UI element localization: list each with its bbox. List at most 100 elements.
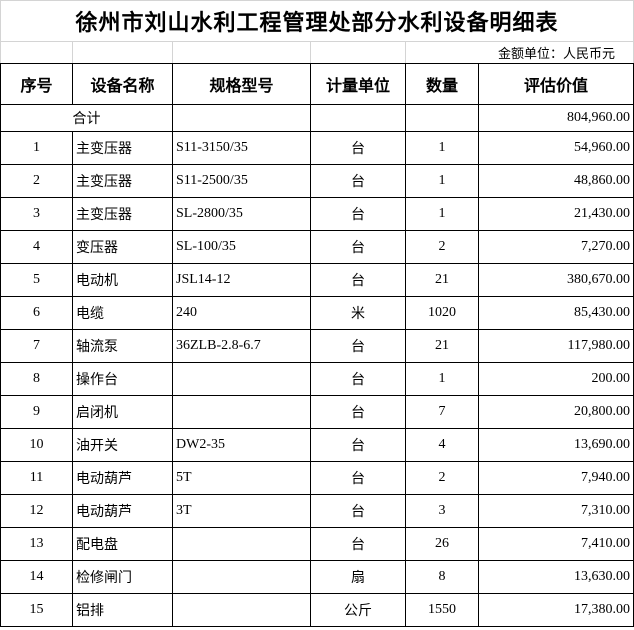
row-name[interactable]: 电动机	[72, 263, 173, 297]
header-unit[interactable]: 计量单位	[310, 63, 406, 105]
cell[interactable]	[405, 104, 479, 132]
row-spec[interactable]	[172, 560, 311, 594]
row-name[interactable]: 主变压器	[72, 197, 173, 231]
row-spec[interactable]: S11-3150/35	[172, 131, 311, 165]
row-unit[interactable]: 台	[310, 461, 406, 495]
row-spec[interactable]: DW2-35	[172, 428, 311, 462]
row-qty[interactable]: 7	[405, 395, 479, 429]
row-qty[interactable]: 1	[405, 164, 479, 198]
row-no[interactable]: 14	[0, 560, 73, 594]
row-qty[interactable]: 21	[405, 263, 479, 297]
row-spec[interactable]: 36ZLB-2.8-6.7	[172, 329, 311, 363]
row-no[interactable]: 15	[0, 593, 73, 627]
row-no[interactable]: 2	[0, 164, 73, 198]
row-spec[interactable]: JSL14-12	[172, 263, 311, 297]
row-qty[interactable]: 26	[405, 527, 479, 561]
row-no[interactable]: 4	[0, 230, 73, 264]
row-qty[interactable]: 1020	[405, 296, 479, 330]
row-name[interactable]: 变压器	[72, 230, 173, 264]
row-name[interactable]: 电动葫芦	[72, 461, 173, 495]
row-spec[interactable]	[172, 527, 311, 561]
row-no[interactable]: 11	[0, 461, 73, 495]
row-value[interactable]: 7,940.00	[478, 461, 634, 495]
row-no[interactable]: 7	[0, 329, 73, 363]
row-value[interactable]: 117,980.00	[478, 329, 634, 363]
header-name[interactable]: 设备名称	[72, 63, 173, 105]
row-unit[interactable]: 公斤	[310, 593, 406, 627]
row-value[interactable]: 7,310.00	[478, 494, 634, 528]
row-no[interactable]: 13	[0, 527, 73, 561]
row-unit[interactable]: 台	[310, 230, 406, 264]
row-value[interactable]: 13,690.00	[478, 428, 634, 462]
row-value[interactable]: 13,630.00	[478, 560, 634, 594]
row-value[interactable]: 7,410.00	[478, 527, 634, 561]
row-name[interactable]: 电缆	[72, 296, 173, 330]
row-value[interactable]: 85,430.00	[478, 296, 634, 330]
row-unit[interactable]: 台	[310, 395, 406, 429]
row-qty[interactable]: 21	[405, 329, 479, 363]
row-unit[interactable]: 扇	[310, 560, 406, 594]
row-name[interactable]: 电动葫芦	[72, 494, 173, 528]
row-unit[interactable]: 台	[310, 362, 406, 396]
row-name[interactable]: 主变压器	[72, 131, 173, 165]
row-spec[interactable]	[172, 593, 311, 627]
row-spec[interactable]: SL-2800/35	[172, 197, 311, 231]
row-qty[interactable]: 4	[405, 428, 479, 462]
row-no[interactable]: 6	[0, 296, 73, 330]
cell[interactable]	[72, 41, 173, 64]
row-no[interactable]: 1	[0, 131, 73, 165]
row-unit[interactable]: 台	[310, 428, 406, 462]
header-value[interactable]: 评估价值	[478, 63, 634, 105]
row-unit[interactable]: 台	[310, 527, 406, 561]
row-value[interactable]: 380,670.00	[478, 263, 634, 297]
row-name[interactable]: 检修闸门	[72, 560, 173, 594]
cell[interactable]	[172, 104, 311, 132]
header-spec[interactable]: 规格型号	[172, 63, 311, 105]
row-unit[interactable]: 台	[310, 197, 406, 231]
cell[interactable]	[0, 41, 73, 64]
row-spec[interactable]: S11-2500/35	[172, 164, 311, 198]
row-no[interactable]: 3	[0, 197, 73, 231]
row-qty[interactable]: 8	[405, 560, 479, 594]
row-qty[interactable]: 2	[405, 461, 479, 495]
row-no[interactable]: 5	[0, 263, 73, 297]
row-spec[interactable]: 3T	[172, 494, 311, 528]
row-spec[interactable]	[172, 395, 311, 429]
row-value[interactable]: 21,430.00	[478, 197, 634, 231]
row-name[interactable]: 主变压器	[72, 164, 173, 198]
row-unit[interactable]: 台	[310, 263, 406, 297]
row-unit[interactable]: 台	[310, 131, 406, 165]
total-value[interactable]: 804,960.00	[478, 104, 634, 132]
cell[interactable]	[172, 41, 311, 64]
row-qty[interactable]: 2	[405, 230, 479, 264]
row-spec[interactable]: SL-100/35	[172, 230, 311, 264]
cell[interactable]	[310, 41, 406, 64]
total-label[interactable]: 合计	[0, 104, 173, 132]
header-qty[interactable]: 数量	[405, 63, 479, 105]
row-spec[interactable]	[172, 362, 311, 396]
row-value[interactable]: 48,860.00	[478, 164, 634, 198]
row-name[interactable]: 操作台	[72, 362, 173, 396]
row-spec[interactable]: 5T	[172, 461, 311, 495]
row-qty[interactable]: 1550	[405, 593, 479, 627]
row-no[interactable]: 10	[0, 428, 73, 462]
row-value[interactable]: 17,380.00	[478, 593, 634, 627]
currency-note[interactable]: 金额单位：人民币元	[405, 41, 634, 64]
row-name[interactable]: 铝排	[72, 593, 173, 627]
row-no[interactable]: 8	[0, 362, 73, 396]
row-unit[interactable]: 台	[310, 164, 406, 198]
row-qty[interactable]: 1	[405, 131, 479, 165]
row-qty[interactable]: 1	[405, 197, 479, 231]
sheet-title[interactable]: 徐州市刘山水利工程管理处部分水利设备明细表	[0, 0, 634, 42]
row-value[interactable]: 7,270.00	[478, 230, 634, 264]
row-name[interactable]: 轴流泵	[72, 329, 173, 363]
row-name[interactable]: 启闭机	[72, 395, 173, 429]
row-name[interactable]: 油开关	[72, 428, 173, 462]
row-unit[interactable]: 台	[310, 494, 406, 528]
header-no[interactable]: 序号	[0, 63, 73, 105]
row-name[interactable]: 配电盘	[72, 527, 173, 561]
row-value[interactable]: 200.00	[478, 362, 634, 396]
row-unit[interactable]: 台	[310, 329, 406, 363]
row-no[interactable]: 9	[0, 395, 73, 429]
row-qty[interactable]: 1	[405, 362, 479, 396]
